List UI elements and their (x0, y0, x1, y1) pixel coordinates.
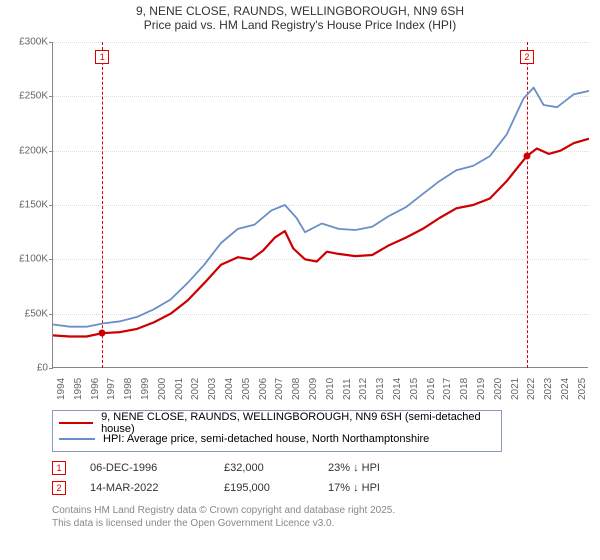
x-tick-label: 2001 (174, 378, 180, 400)
chart-container: 9, NENE CLOSE, RAUNDS, WELLINGBOROUGH, N… (0, 0, 600, 560)
y-tick-label: £0 (8, 363, 48, 374)
x-tick-label: 2007 (274, 378, 280, 400)
y-tick-label: £100K (8, 254, 48, 265)
tx-diff: 17% ↓ HPI (328, 482, 448, 494)
transaction-row: 2 14-MAR-2022 £195,000 17% ↓ HPI (52, 478, 592, 498)
x-tick-label: 1999 (140, 378, 146, 400)
x-tick-label: 2022 (526, 378, 532, 400)
tx-marker-2: 2 (52, 481, 66, 495)
x-tick-label: 2014 (392, 378, 398, 400)
y-tick-label: £50K (8, 308, 48, 319)
x-tick-label: 2018 (459, 378, 465, 400)
x-tick-label: 2024 (560, 378, 566, 400)
legend-swatch-hpi (59, 438, 95, 440)
series-hpi (53, 88, 589, 327)
x-tick-label: 2020 (493, 378, 499, 400)
x-tick-label: 1994 (56, 378, 62, 400)
legend-swatch-price (59, 422, 93, 424)
plot-area: 12 (52, 42, 588, 368)
footer: Contains HM Land Registry data © Crown c… (52, 504, 592, 530)
x-tick-label: 1995 (73, 378, 79, 400)
y-tick-label: £300K (8, 37, 48, 48)
chart-subtitle: Price paid vs. HM Land Registry's House … (8, 18, 592, 32)
x-tick-label: 2017 (442, 378, 448, 400)
footer-line2: This data is licensed under the Open Gov… (52, 517, 592, 530)
x-tick-label: 2025 (577, 378, 583, 400)
transaction-row: 1 06-DEC-1996 £32,000 23% ↓ HPI (52, 458, 592, 478)
legend-row: 9, NENE CLOSE, RAUNDS, WELLINGBOROUGH, N… (59, 415, 495, 431)
x-tick-label: 1997 (106, 378, 112, 400)
y-tick-label: £150K (8, 200, 48, 211)
series-price_paid (53, 139, 589, 337)
x-tick-label: 2011 (342, 378, 348, 400)
x-tick-label: 2010 (325, 378, 331, 400)
tx-date: 06-DEC-1996 (90, 462, 200, 474)
x-tick-label: 2002 (190, 378, 196, 400)
x-tick-label: 2016 (426, 378, 432, 400)
x-tick-label: 2009 (308, 378, 314, 400)
footer-line1: Contains HM Land Registry data © Crown c… (52, 504, 592, 517)
chart-svg (53, 42, 589, 368)
x-tick-label: 2004 (224, 378, 230, 400)
x-tick-label: 1996 (90, 378, 96, 400)
tx-price: £195,000 (224, 482, 304, 494)
x-axis-labels: 1994 1995 1996 1997 1998 1999 2000 2001 2002 2003… (52, 372, 588, 406)
tx-marker-1: 1 (52, 461, 66, 475)
chart-title: 9, NENE CLOSE, RAUNDS, WELLINGBOROUGH, N… (8, 4, 592, 18)
x-tick-label: 2000 (157, 378, 163, 400)
x-tick-label: 2008 (291, 378, 297, 400)
x-tick-label: 2005 (241, 378, 247, 400)
x-tick-label: 2015 (409, 378, 415, 400)
transaction-table: 1 06-DEC-1996 £32,000 23% ↓ HPI 2 14-MAR… (52, 458, 592, 498)
x-tick-label: 2021 (510, 378, 516, 400)
legend-label: HPI: Average price, semi-detached house,… (103, 433, 429, 445)
x-tick-label: 2023 (543, 378, 549, 400)
x-tick-label: 2019 (476, 378, 482, 400)
x-tick-label: 2012 (358, 378, 364, 400)
y-tick-label: £250K (8, 91, 48, 102)
y-tick-label: £200K (8, 145, 48, 156)
tx-date: 14-MAR-2022 (90, 482, 200, 494)
x-tick-label: 2003 (207, 378, 213, 400)
x-tick-label: 2006 (258, 378, 264, 400)
tx-price: £32,000 (224, 462, 304, 474)
x-tick-label: 2013 (375, 378, 381, 400)
chart-box: 12 £0£50K£100K£150K£200K£250K£300K 19941… (8, 36, 592, 406)
x-tick-label: 1998 (123, 378, 129, 400)
legend-label: 9, NENE CLOSE, RAUNDS, WELLINGBOROUGH, N… (101, 411, 495, 435)
legend: 9, NENE CLOSE, RAUNDS, WELLINGBOROUGH, N… (52, 410, 502, 452)
tx-diff: 23% ↓ HPI (328, 462, 448, 474)
